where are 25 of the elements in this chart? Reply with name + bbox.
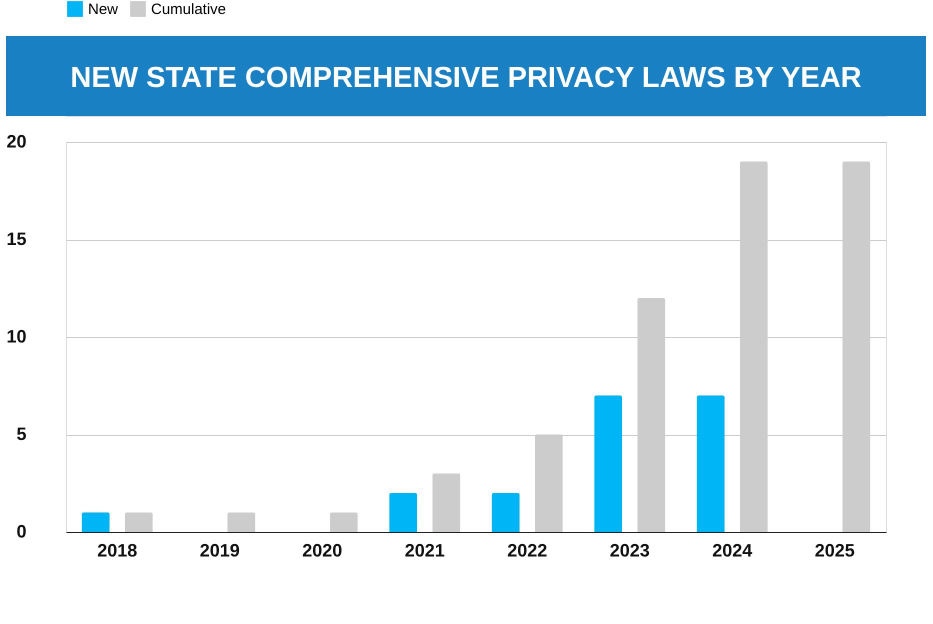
y-tick-label: 10 <box>6 326 26 346</box>
x-tick-label: 2020 <box>302 540 342 560</box>
bar <box>594 396 622 532</box>
legend-label: New <box>88 1 118 18</box>
x-tick-label: 2023 <box>610 540 650 560</box>
y-tick-label: 5 <box>16 424 26 444</box>
x-tick-label: 2024 <box>712 540 752 560</box>
bar <box>696 396 725 532</box>
x-tick-label: 2022 <box>507 540 548 560</box>
bar <box>330 512 358 532</box>
x-tick-label: 2021 <box>404 540 445 560</box>
x-tick-label: 2019 <box>200 540 240 560</box>
y-tick-label: 0 <box>16 522 26 542</box>
x-tick-label: 2025 <box>814 540 855 560</box>
y-tick-label: 20 <box>6 132 26 152</box>
bar <box>227 512 256 532</box>
chart-title: NEW STATE COMPREHENSIVE PRIVACY LAWS BY YEAR <box>70 62 862 94</box>
bar <box>432 474 460 532</box>
bar <box>82 512 110 532</box>
bar <box>124 512 153 532</box>
x-tick-label: 2018 <box>97 540 138 560</box>
y-tick-label: 15 <box>6 229 26 249</box>
legend-label: Cumulative <box>151 1 226 18</box>
bar <box>492 493 520 532</box>
bar <box>389 493 418 532</box>
